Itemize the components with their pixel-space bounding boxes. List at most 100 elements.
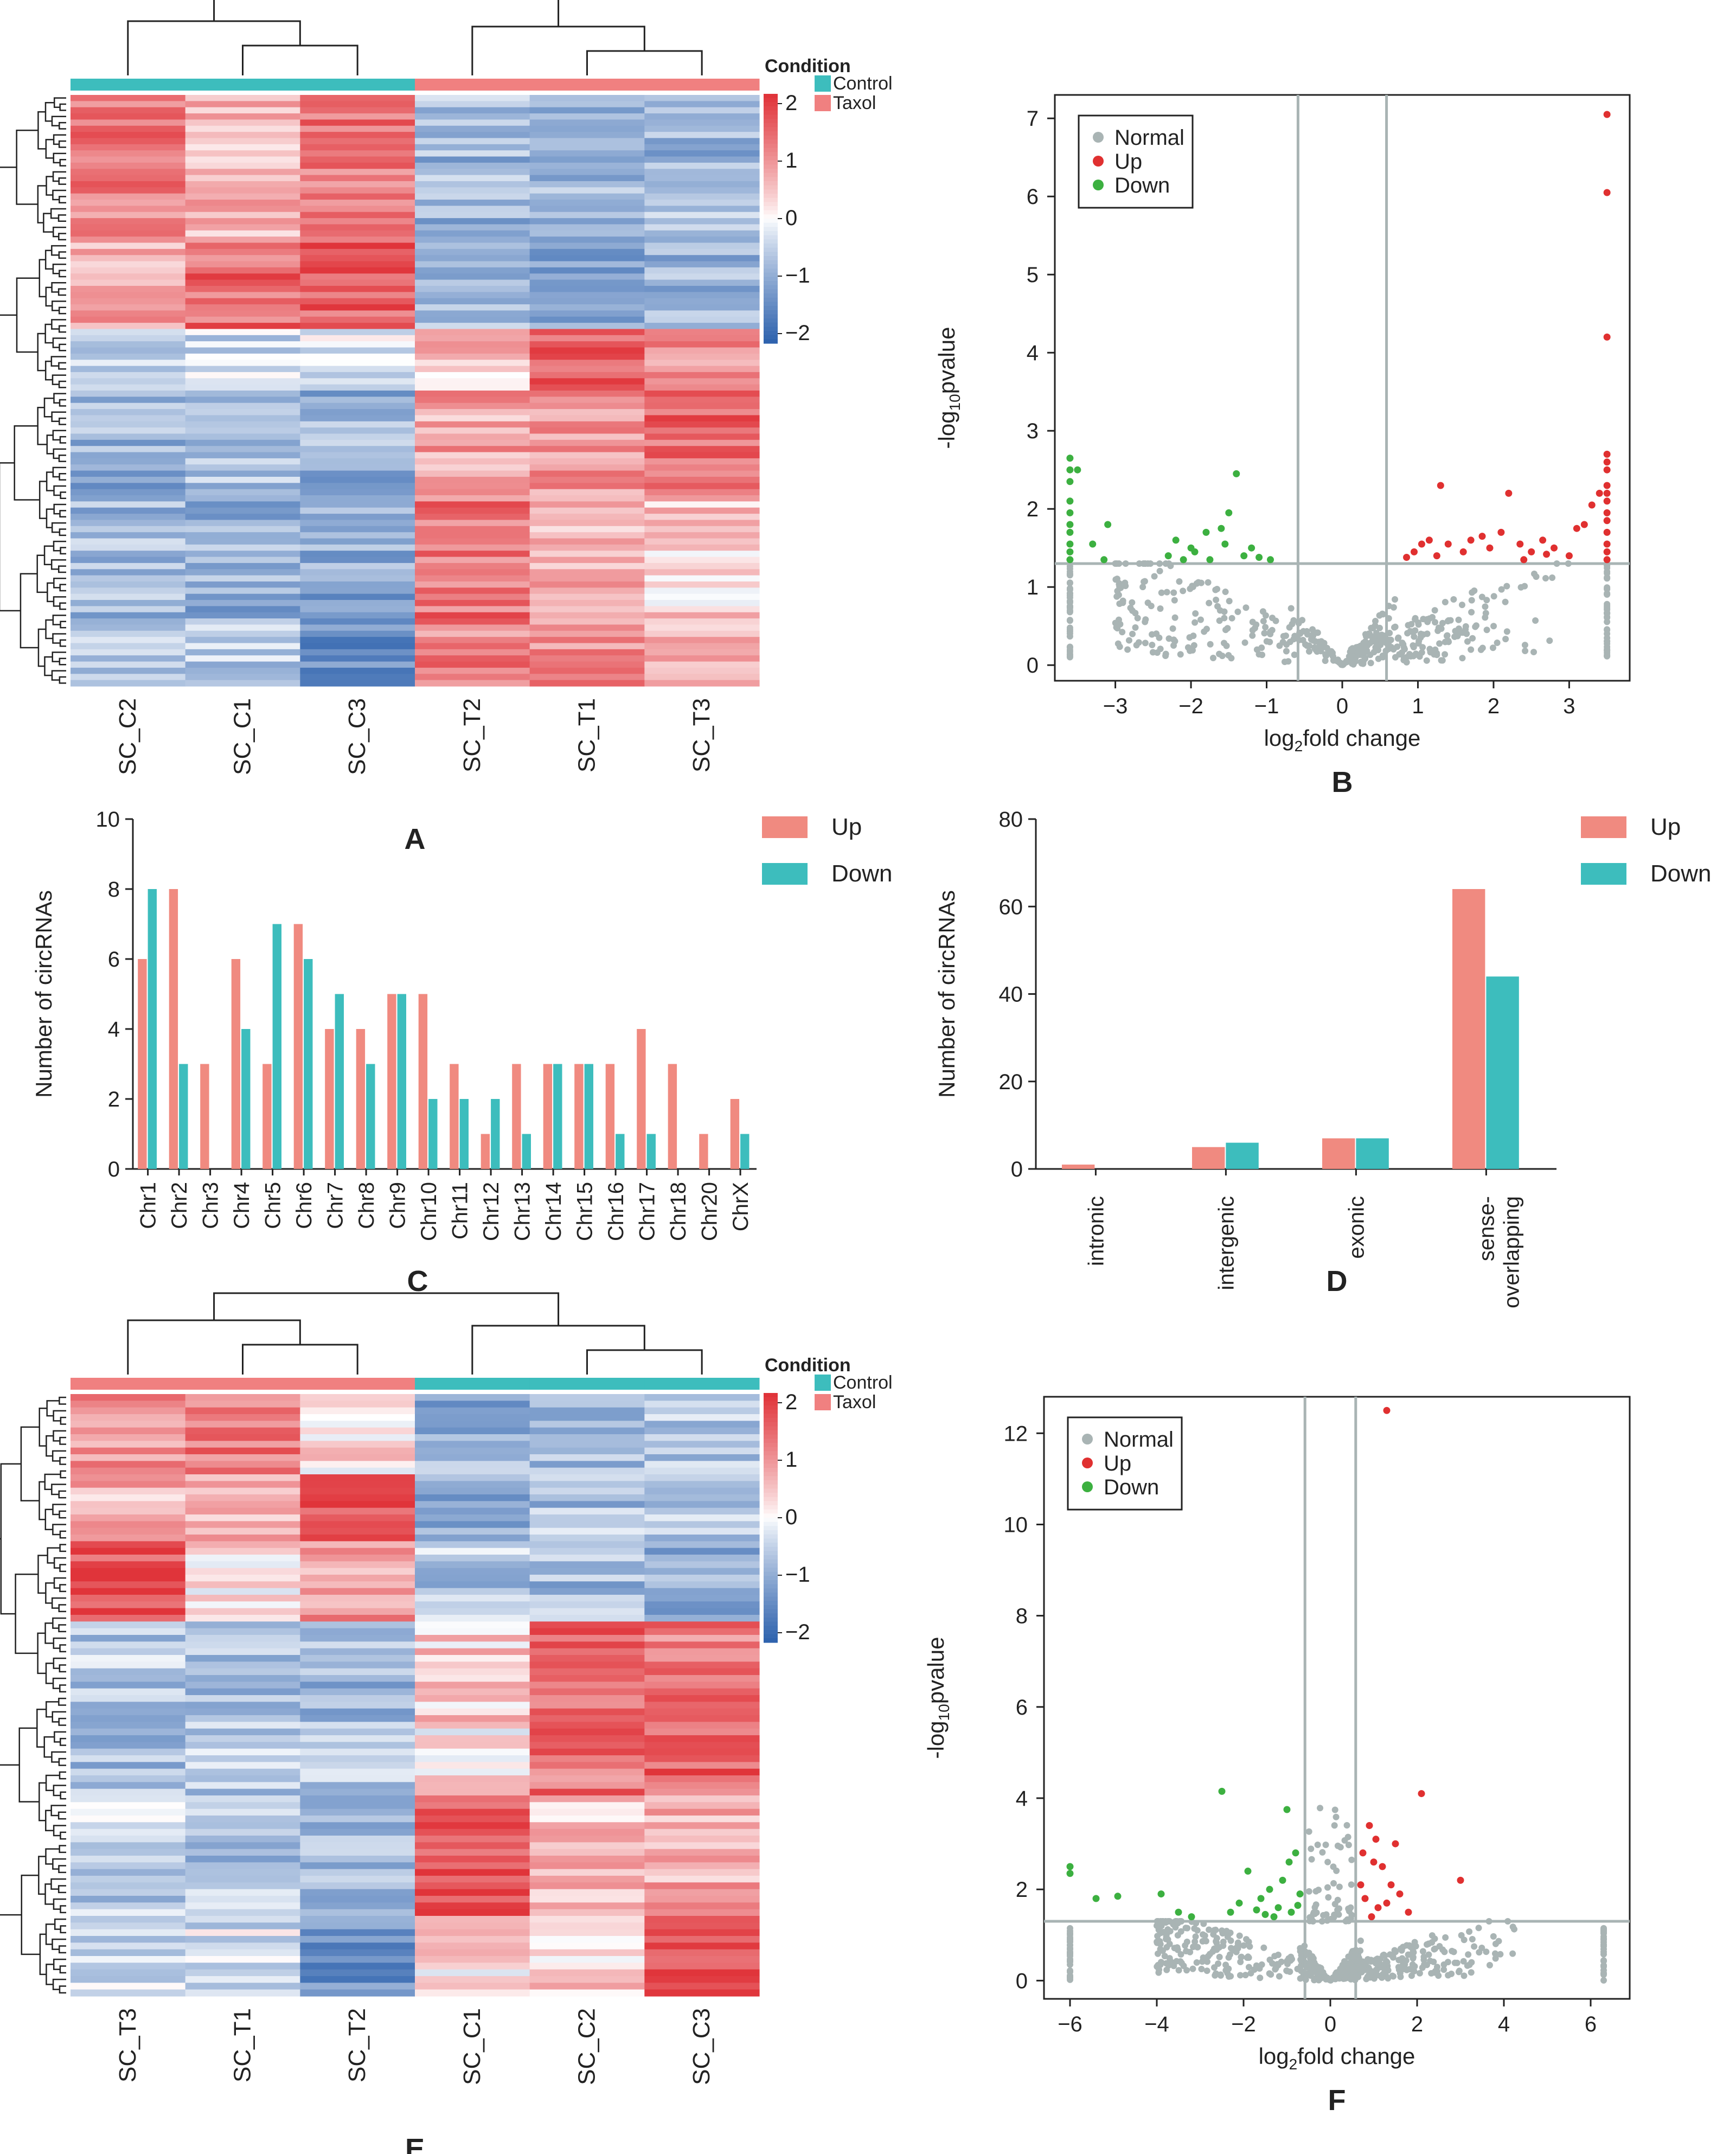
- heatmap-cell: [185, 1782, 300, 1789]
- heatmap-cell: [415, 248, 530, 255]
- heatmap-cell: [415, 1568, 530, 1575]
- heatmap-cell: [300, 1641, 415, 1649]
- heatmap-cell: [644, 495, 760, 502]
- x-tick-label: intergenic: [1214, 1196, 1238, 1290]
- color-scale-segment: [764, 1472, 778, 1477]
- heatmap-cell: [71, 1601, 186, 1609]
- heatmap-cell: [185, 402, 300, 410]
- heatmap-cell: [644, 1842, 760, 1850]
- heatmap-cell: [71, 1467, 186, 1475]
- up-point: [1603, 517, 1611, 525]
- y-tick-label: 80: [999, 808, 1023, 832]
- heatmap-cell: [529, 1588, 645, 1595]
- heatmap-cell: [644, 630, 760, 637]
- heatmap-cell: [644, 624, 760, 631]
- heatmap-cell: [529, 1555, 645, 1562]
- x-tick-label: 6: [1585, 2012, 1597, 2036]
- heatmap-cell: [644, 643, 760, 650]
- up-point: [1603, 189, 1611, 196]
- normal-point: [1369, 625, 1376, 632]
- heatmap-cell: [644, 360, 760, 367]
- heatmap-cell: [300, 1635, 415, 1642]
- heatmap-cell: [185, 643, 300, 650]
- dendrogram-branch: [44, 101, 55, 122]
- heatmap-cell: [415, 1441, 530, 1448]
- heatmap-cell: [644, 1909, 760, 1916]
- normal-point: [1263, 638, 1270, 645]
- heatmap-cell: [185, 1869, 300, 1876]
- heatmap-cell: [644, 575, 760, 582]
- dendrogram-branch: [52, 615, 66, 625]
- heatmap-cell: [529, 1655, 645, 1662]
- heatmap-cell: [71, 1615, 186, 1622]
- dendrogram-branch: [59, 1644, 66, 1653]
- heatmap-cell: [300, 464, 415, 471]
- color-scale-segment: [764, 219, 778, 223]
- normal-point: [1468, 646, 1475, 653]
- heatmap-cell: [644, 649, 760, 656]
- heatmap-cell: [529, 1648, 645, 1656]
- heatmap-cell: [71, 624, 186, 631]
- normal-point: [1272, 617, 1279, 624]
- heatmap-cell: [71, 464, 186, 471]
- normal-point: [1122, 579, 1129, 586]
- heatmap-cell: [185, 1849, 300, 1856]
- bar-legend-label-down: Down: [1650, 860, 1712, 887]
- normal-point: [1116, 581, 1123, 588]
- color-scale-segment: [764, 1422, 778, 1427]
- heatmap-cell: [185, 150, 300, 157]
- dendrogram-branch: [60, 547, 66, 555]
- heatmap-cell: [644, 1876, 760, 1883]
- heatmap-cell: [71, 310, 186, 317]
- dendrogram-branch: [47, 582, 54, 603]
- heatmap-cell: [644, 674, 760, 681]
- heatmap-cell: [185, 391, 300, 397]
- color-scale-segment: [764, 1405, 778, 1410]
- normal-point: [1212, 586, 1219, 593]
- dendrogram-branch: [60, 1925, 66, 1934]
- heatmap-cell: [644, 156, 760, 163]
- heatmap-cell: [415, 1929, 530, 1936]
- normal-point: [1213, 1946, 1220, 1953]
- heatmap-cell: [300, 1401, 415, 1408]
- normal-point: [1305, 648, 1312, 655]
- x-tick-label: −1: [1254, 694, 1279, 718]
- color-scale-segment: [764, 1563, 778, 1568]
- heatmap-cell: [644, 1575, 760, 1582]
- normal-point: [1419, 1964, 1426, 1971]
- bar-up: [262, 1064, 272, 1169]
- normal-point: [1380, 611, 1387, 618]
- normal-point: [1170, 589, 1177, 596]
- color-scale-segment: [764, 256, 778, 261]
- normal-point: [1222, 627, 1229, 634]
- heatmap-cell: [415, 1461, 530, 1468]
- y-tick-label: 10: [96, 808, 120, 832]
- color-scale-segment: [764, 1401, 778, 1406]
- normal-point: [1546, 637, 1553, 644]
- heatmap-cell: [71, 298, 186, 305]
- y-tick-label: 40: [999, 983, 1023, 1007]
- down-point: [1092, 1895, 1100, 1902]
- up-point: [1411, 548, 1418, 555]
- heatmap-cell: [415, 261, 530, 268]
- heatmap-cell: [185, 1762, 300, 1769]
- normal-point: [1149, 641, 1156, 648]
- y-tick-label: 4: [108, 1018, 120, 1041]
- heatmap-cell: [415, 446, 530, 453]
- color-scale-label: 0: [785, 1505, 797, 1529]
- heatmap-cell: [529, 212, 645, 219]
- heatmap-cell: [644, 587, 760, 595]
- heatmap-cell: [71, 1541, 186, 1549]
- heatmap-cell: [300, 347, 415, 354]
- heatmap-cell: [300, 415, 415, 422]
- normal-point: [1238, 1953, 1245, 1960]
- heatmap-cell: [529, 267, 645, 274]
- normal-point: [1360, 1964, 1367, 1971]
- bar-down: [491, 1099, 500, 1169]
- heatmap-cell: [415, 649, 530, 656]
- normal-point: [1234, 608, 1241, 615]
- condition-legend-label: Taxol: [833, 1392, 876, 1412]
- heatmap-cell: [300, 1434, 415, 1441]
- heatmap-cell: [644, 501, 760, 508]
